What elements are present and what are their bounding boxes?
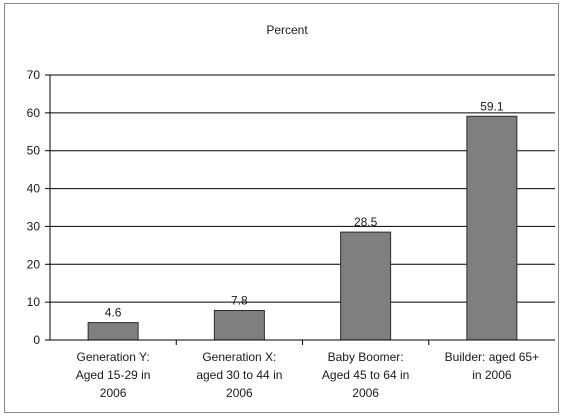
y-tick-label: 40 [27, 182, 41, 196]
x-tick-label-line: Aged 45 to 64 in [322, 368, 409, 382]
x-tick-label-line: Aged 15-29 in [76, 368, 151, 382]
y-tick-label: 70 [27, 68, 41, 82]
x-tick-label: Generation X: aged 30 to 44 in 2006 [196, 350, 282, 400]
x-tick-label-line: Builder: aged 65+ [445, 350, 539, 364]
data-label: 59.1 [480, 99, 504, 113]
x-tick-label-line: 2006 [226, 386, 253, 400]
y-tick-label: 20 [27, 257, 41, 271]
x-tick-label: Generation Y: Aged 15-29 in 2006 [76, 350, 151, 400]
y-tick-label: 50 [27, 144, 41, 158]
bar [87, 322, 139, 341]
x-tick-label-line: Generation X: [202, 350, 276, 364]
x-tick-label: Builder: aged 65+ in 2006 [445, 350, 539, 382]
x-tick-label-line: 2006 [352, 386, 379, 400]
y-tick-label: 10 [27, 295, 41, 309]
y-tick-label: 0 [33, 333, 40, 347]
data-label: 7.8 [231, 293, 248, 307]
x-tick-label-line: 2006 [100, 386, 127, 400]
y-axis: 0 10 20 30 40 50 60 70 [27, 68, 51, 347]
data-label: 4.6 [105, 306, 122, 320]
x-tick-label-line: in 2006 [472, 368, 512, 382]
bars: 4.6 7.8 28.5 59.1 [87, 99, 518, 341]
x-axis: Generation Y: Aged 15-29 in 2006Generation… [50, 339, 555, 400]
bar [466, 115, 518, 341]
y-tick-label: 30 [27, 219, 41, 233]
x-tick-label: Baby Boomer: Aged 45 to 64 in 2006 [322, 350, 409, 400]
bar [213, 309, 265, 341]
data-label: 28.5 [354, 215, 378, 229]
x-tick-label-line: Baby Boomer: [328, 350, 404, 364]
x-tick-label-line: Generation Y: [77, 350, 150, 364]
x-tick-label-line: aged 30 to 44 in [196, 368, 282, 382]
y-tick-label: 60 [27, 106, 41, 120]
chart-title: Percent [266, 23, 308, 37]
bar [340, 231, 392, 341]
